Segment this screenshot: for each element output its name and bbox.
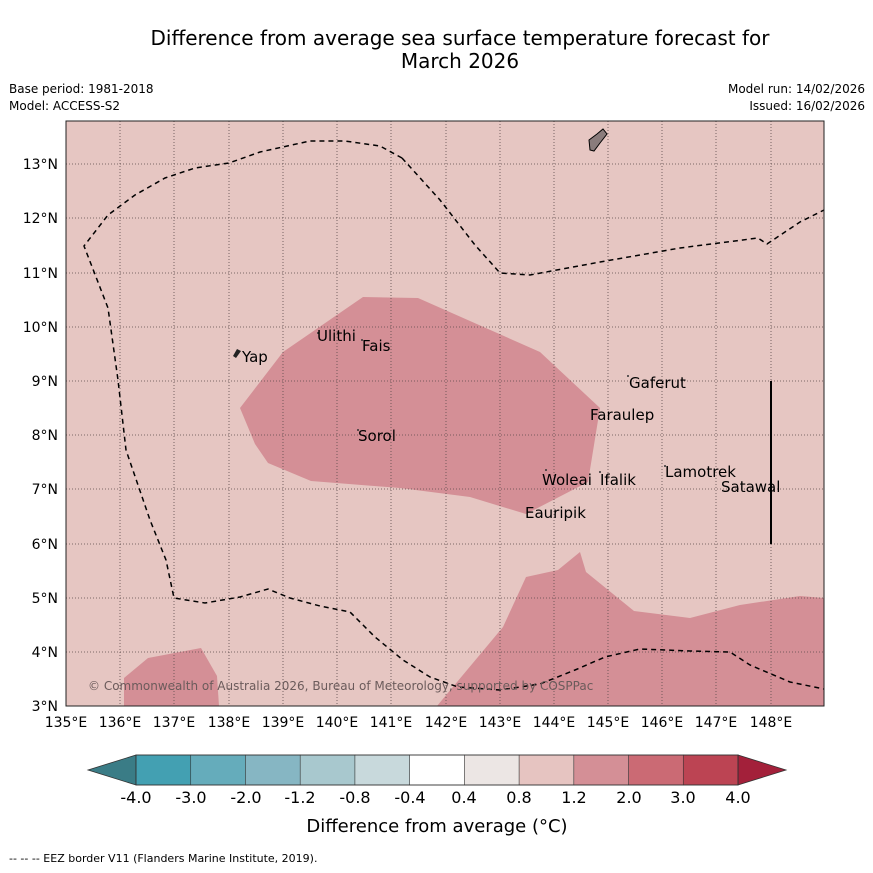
colorbar-cell bbox=[299, 754, 356, 786]
place-label-sorol: Sorol bbox=[358, 427, 396, 445]
meta-left: Base period: 1981-2018 Model: ACCESS-S2 bbox=[9, 81, 154, 115]
colorbar-over-arrow bbox=[737, 754, 788, 786]
anomaly-region-southwest bbox=[124, 648, 219, 706]
map-title-line2: March 2026 bbox=[400, 49, 520, 73]
lon-tick-137e: 137°E bbox=[153, 715, 196, 731]
colorbar: -4.0 -3.0 -2.0 -1.2 -0.8 -0.4 0.4 0.8 1.… bbox=[86, 754, 788, 837]
lat-tick-6n: 6°N bbox=[32, 537, 58, 553]
model-run-text: Model run: 14/02/2026 bbox=[727, 82, 865, 96]
lat-tick-4n: 4°N bbox=[32, 645, 58, 661]
colorbar-frame bbox=[135, 754, 739, 786]
colorbar-cell bbox=[354, 754, 411, 786]
place-label-fais: Fais bbox=[362, 337, 391, 355]
anomaly-region-central bbox=[240, 297, 600, 514]
place-label-eauripik: Eauripik bbox=[525, 504, 586, 522]
colorbar-cell bbox=[409, 754, 465, 786]
place-label-satawal: Satawal bbox=[721, 478, 780, 496]
lon-tick-147e: 147°E bbox=[695, 715, 738, 731]
fais-dot bbox=[361, 339, 363, 341]
colorbar-cell bbox=[628, 754, 684, 786]
lat-tick-9n: 9°N bbox=[32, 374, 58, 390]
colorbar-label-2-0: 2.0 bbox=[616, 788, 641, 807]
colorbar-cell bbox=[135, 754, 192, 786]
eez-border-west bbox=[83, 140, 824, 691]
colorbar-cell bbox=[190, 754, 247, 786]
lat-tick-3n: 3°N bbox=[32, 699, 58, 715]
colorbar-xlabel: Difference from average (°C) bbox=[306, 816, 567, 837]
place-label-gaferut: Gaferut bbox=[629, 374, 686, 392]
lon-tick-140e: 140°E bbox=[316, 715, 359, 731]
ifalik-dot bbox=[599, 471, 601, 473]
colorbar-label-neg2: -2.0 bbox=[230, 788, 261, 807]
colorbar-label-neg3: -3.0 bbox=[175, 788, 206, 807]
lat-tick-11n: 11°N bbox=[23, 266, 58, 282]
lon-tick-148e: 148°E bbox=[750, 715, 793, 731]
lat-tick-13n: 13°N bbox=[23, 157, 58, 173]
place-label-ulithi: Ulithi bbox=[317, 327, 356, 345]
graticule bbox=[66, 121, 824, 706]
place-label-yap: Yap bbox=[241, 348, 268, 366]
lon-tick-144e: 144°E bbox=[533, 715, 576, 731]
place-label-ifalik: Ifalik bbox=[600, 471, 636, 489]
lat-tick-8n: 8°N bbox=[32, 428, 58, 444]
lat-tick-5n: 5°N bbox=[32, 591, 58, 607]
ulithi-dot bbox=[317, 332, 319, 334]
lamotrek-dot bbox=[664, 465, 666, 467]
woleai-dot bbox=[545, 469, 547, 471]
place-label-faraulep: Faraulep bbox=[590, 406, 654, 424]
model-text: Model: ACCESS-S2 bbox=[9, 99, 121, 113]
colorbar-label-neg4: -4.0 bbox=[120, 788, 151, 807]
lon-tick-136e: 136°E bbox=[99, 715, 142, 731]
eez-legend-footer: -- -- -- EEZ border V11 (Flanders Marine… bbox=[9, 852, 318, 865]
colorbar-label-neg0-4: -0.4 bbox=[394, 788, 425, 807]
colorbar-cell bbox=[464, 754, 520, 786]
lon-tick-143e: 143°E bbox=[479, 715, 522, 731]
lon-tick-146e: 146°E bbox=[641, 715, 684, 731]
lat-tick-7n: 7°N bbox=[32, 482, 58, 498]
gaferut-dot bbox=[627, 375, 629, 377]
issued-text: Issued: 16/02/2026 bbox=[749, 99, 865, 113]
colorbar-label-0-8: 0.8 bbox=[506, 788, 531, 807]
colorbar-cell bbox=[682, 754, 739, 786]
lat-tick-12n: 12°N bbox=[23, 211, 58, 227]
colorbar-label-0-4: 0.4 bbox=[451, 788, 476, 807]
colorbar-label-1-2: 1.2 bbox=[561, 788, 586, 807]
map-frame bbox=[65, 120, 825, 707]
colorbar-label-3-0: 3.0 bbox=[670, 788, 695, 807]
copyright-text: © Commonwealth of Australia 2026, Bureau… bbox=[88, 679, 593, 693]
lon-tick-141e: 141°E bbox=[370, 715, 413, 731]
map-title: Difference from average sea surface temp… bbox=[60, 27, 860, 73]
yap-island bbox=[233, 349, 241, 358]
anomaly-region-southeast bbox=[437, 552, 824, 706]
sorol-dot bbox=[357, 429, 359, 431]
lat-tick-10n: 10°N bbox=[23, 320, 58, 336]
colorbar-label-neg1-2: -1.2 bbox=[284, 788, 315, 807]
colorbar-cell bbox=[573, 754, 630, 786]
guam-island bbox=[588, 128, 608, 152]
place-label-woleai: Woleai bbox=[542, 471, 592, 489]
lon-tick-145e: 145°E bbox=[587, 715, 630, 731]
colorbar-label-neg0-8: -0.8 bbox=[339, 788, 370, 807]
map-title-line1: Difference from average sea surface temp… bbox=[150, 26, 770, 50]
base-period-text: Base period: 1981-2018 bbox=[9, 82, 154, 96]
colorbar-cell bbox=[245, 754, 301, 786]
lon-tick-135e: 135°E bbox=[45, 715, 88, 731]
colorbar-under-arrow bbox=[86, 754, 137, 786]
colorbar-cell bbox=[518, 754, 575, 786]
meta-right: Model run: 14/02/2026 Issued: 16/02/2026 bbox=[728, 81, 865, 115]
lon-tick-138e: 138°E bbox=[208, 715, 251, 731]
eez-border-north bbox=[401, 157, 824, 276]
place-label-lamotrek: Lamotrek bbox=[665, 463, 736, 481]
lon-tick-142e: 142°E bbox=[425, 715, 468, 731]
lon-tick-139e: 139°E bbox=[262, 715, 305, 731]
colorbar-label-4-0: 4.0 bbox=[725, 788, 750, 807]
